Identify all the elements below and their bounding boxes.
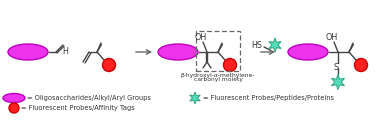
- Circle shape: [9, 103, 19, 113]
- Text: S: S: [333, 63, 339, 72]
- Circle shape: [354, 59, 368, 72]
- Text: = Oligosaccharides/Alkyl/Aryl Groups: = Oligosaccharides/Alkyl/Aryl Groups: [27, 95, 151, 101]
- Polygon shape: [190, 92, 200, 104]
- Ellipse shape: [288, 44, 328, 60]
- Polygon shape: [269, 38, 281, 52]
- Ellipse shape: [8, 44, 48, 60]
- Circle shape: [224, 59, 236, 72]
- Text: H: H: [62, 46, 68, 55]
- Text: β-hydroxyl-α-methylene-: β-hydroxyl-α-methylene-: [181, 73, 255, 78]
- Circle shape: [103, 59, 115, 72]
- Text: = Fluorescent Probes/Peptides/Proteins: = Fluorescent Probes/Peptides/Proteins: [203, 95, 334, 101]
- Text: HS: HS: [251, 42, 262, 51]
- Polygon shape: [331, 75, 345, 90]
- Text: OH: OH: [326, 33, 338, 42]
- Text: carbonyl moiety: carbonyl moiety: [193, 78, 242, 83]
- Ellipse shape: [158, 44, 198, 60]
- Ellipse shape: [3, 93, 25, 102]
- Text: = Fluorescent Probes/Affinity Tags: = Fluorescent Probes/Affinity Tags: [21, 105, 135, 111]
- Text: OH: OH: [195, 33, 207, 42]
